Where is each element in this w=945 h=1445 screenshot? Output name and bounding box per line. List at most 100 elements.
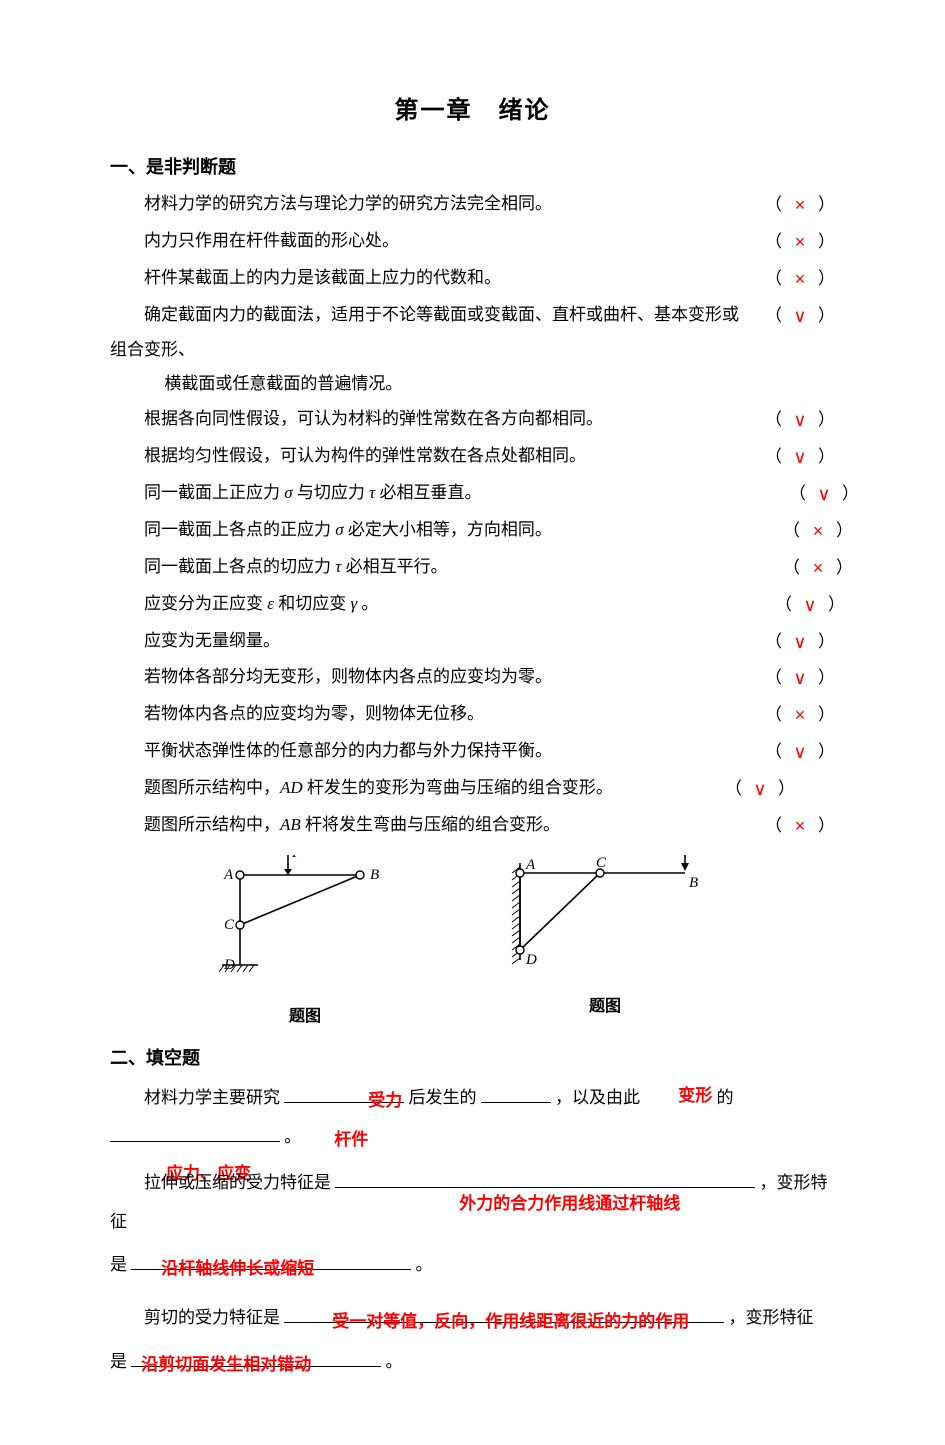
tf-paren: （×） <box>747 224 835 261</box>
q3-line2-pre: 是 <box>110 1352 127 1371</box>
fill-q1: 材料力学主要研究 受力杆件 后发生的 ，以及由此 变形 的 。 <box>110 1078 835 1156</box>
q2-blank1: 外力的合力作用线通过杆轴线 <box>335 1168 755 1188</box>
tf-row: 同一截面上各点的切应力 τ 必相互平行。（×） <box>110 550 835 587</box>
tf-mark: ∨ <box>742 771 778 808</box>
svg-text:B: B <box>370 867 379 883</box>
fill-q3: 剪切的受力特征是 受一对等值，反向，作用线距离很近的力的作用 ，变形特征 <box>110 1298 835 1337</box>
true-false-list: 材料力学的研究方法与理论力学的研究方法完全相同。（×）内力只作用在杆件截面的形心… <box>110 187 835 845</box>
q2-pre: 拉伸或压缩的受力特征是 <box>144 1173 331 1192</box>
tf-row: 内力只作用在杆件截面的形心处。（×） <box>110 224 835 261</box>
q2-blank2: 沿杆轴线伸长或缩短 <box>131 1251 411 1271</box>
q1-blank2 <box>481 1083 551 1103</box>
tf-paren: （∨） <box>747 402 835 439</box>
q1-mid2: ，以及由此 <box>555 1088 640 1107</box>
tf-paren: （∨） <box>747 734 835 771</box>
q1-pre: 材料力学主要研究 <box>144 1088 280 1107</box>
q2-line2-pre: 是 <box>110 1255 127 1274</box>
tf-row: 材料力学的研究方法与理论力学的研究方法完全相同。（×） <box>110 187 835 224</box>
q2-ans1: 外力的合力作用线通过杆轴线 <box>425 1184 680 1223</box>
svg-text:C: C <box>596 855 607 871</box>
fill-q3-line2: 是 沿剪切面发生相对错动 。 <box>110 1342 835 1381</box>
tf-paren: （×） <box>747 697 835 734</box>
tf-row: 杆件某截面上的内力是该截面上应力的代数和。（×） <box>110 261 835 298</box>
tf-text: 内力只作用在杆件截面的形心处。 <box>110 224 747 259</box>
svg-text:B: B <box>689 875 698 891</box>
tf-paren: （∨） <box>771 476 859 513</box>
fill-q2: 拉伸或压缩的受力特征是 外力的合力作用线通过杆轴线 ，变形特征 <box>110 1163 835 1241</box>
diagrams-row: FABCD 题图 FACBD 题图 <box>210 855 835 1026</box>
tf-row: 若物体内各点的应变均为零，则物体无位移。（×） <box>110 697 835 734</box>
tf-row: 题图所示结构中，AD 杆发生的变形为弯曲与压缩的组合变形。（∨） <box>110 771 835 808</box>
svg-text:F: F <box>688 855 699 857</box>
tf-row: 同一截面上正应力 σ 与切应力 τ 必相互垂直。（∨） <box>110 476 835 513</box>
tf-text: 平衡状态弹性体的任意部分的内力都与外力保持平衡。 <box>110 734 747 769</box>
tf-row: 同一截面上各点的正应力 σ 必定大小相等，方向相同。（×） <box>110 513 835 550</box>
tf-paren: （∨） <box>747 298 835 335</box>
tf-text: 应变分为正应变 ε 和切应变 γ 。 <box>110 587 747 622</box>
q3-mid: ，变形特征 <box>729 1308 814 1327</box>
tf-paren: （∨） <box>707 771 795 808</box>
tf-row: 题图所示结构中，AB 杆将发生弯曲与压缩的组合变形。（×） <box>110 808 835 845</box>
svg-text:C: C <box>224 917 235 933</box>
q2-tail: 。 <box>416 1255 433 1274</box>
q1-ans2b: 变形 <box>644 1076 712 1115</box>
tf-paren: （∨） <box>747 660 835 697</box>
diagram-left: FABCD 题图 <box>210 855 400 1026</box>
tf-mark: ∨ <box>782 439 818 476</box>
tf-mark: × <box>782 261 818 298</box>
fill-q2-line2: 是 沿杆轴线伸长或缩短 。 <box>110 1245 835 1284</box>
tf-mark: ∨ <box>792 587 828 624</box>
tf-paren: （×） <box>747 261 835 298</box>
tf-paren: （∨） <box>747 439 835 476</box>
tf-row: 应变为无量纲量。（∨） <box>110 624 835 661</box>
chapter-title: 第一章 绪论 <box>110 90 835 125</box>
tf-mark: ∨ <box>782 298 818 335</box>
q3-blank2: 沿剪切面发生相对错动 <box>131 1347 381 1367</box>
tf-paren: （×） <box>765 513 853 550</box>
tf-mark: × <box>782 224 818 261</box>
q3-tail: 。 <box>386 1352 403 1371</box>
tf-paren: （×） <box>747 808 835 845</box>
tf-mark: ∨ <box>782 624 818 661</box>
diagram-right-svg: FACBD <box>490 855 720 985</box>
tf-paren: （×） <box>747 187 835 224</box>
tf-text: 题图所示结构中，AD 杆发生的变形为弯曲与压缩的组合变形。 <box>110 771 747 806</box>
q1-mid1: 后发生的 <box>409 1088 477 1107</box>
q2-ans2: 沿杆轴线伸长或缩短 <box>161 1249 314 1288</box>
tf-text: 材料力学的研究方法与理论力学的研究方法完全相同。 <box>110 187 747 222</box>
q1-tail: 。 <box>284 1127 301 1146</box>
fill-blank-section: 材料力学主要研究 受力杆件 后发生的 ，以及由此 变形 的 。 应力、应变 拉伸… <box>110 1078 835 1381</box>
tf-text: 根据均匀性假设，可认为构件的弹性常数在各点处都相同。 <box>110 439 747 474</box>
page: 第一章 绪论 一、是非判断题 材料力学的研究方法与理论力学的研究方法完全相同。（… <box>0 0 945 1445</box>
tf-paren: （∨） <box>747 624 835 661</box>
tf-row: 根据均匀性假设，可认为构件的弹性常数在各点处都相同。（∨） <box>110 439 835 476</box>
tf-text: 根据各向同性假设，可认为材料的弹性常数在各方向都相同。 <box>110 402 747 437</box>
tf-text: 题图所示结构中，AB 杆将发生弯曲与压缩的组合变形。 <box>110 808 747 843</box>
tf-text: 杆件某截面上的内力是该截面上应力的代数和。 <box>110 261 747 296</box>
svg-text:D: D <box>525 952 537 968</box>
tf-mark: × <box>800 513 836 550</box>
tf-paren: （∨） <box>757 587 845 624</box>
diagram-right: FACBD 题图 <box>490 855 720 1026</box>
tf-text: 若物体内各点的应变均为零，则物体无位移。 <box>110 697 747 732</box>
q1-blank3 <box>110 1122 280 1142</box>
section-1-heading: 一、是非判断题 <box>110 153 835 179</box>
tf-text: 确定截面内力的截面法，适用于不论等截面或变截面、直杆或曲杆、基本变形或组合变形、… <box>110 298 747 403</box>
tf-mark: × <box>782 697 818 734</box>
q3-pre: 剪切的受力特征是 <box>144 1308 280 1327</box>
tf-row: 确定截面内力的截面法，适用于不论等截面或变截面、直杆或曲杆、基本变形或组合变形、… <box>110 298 835 403</box>
q3-ans1: 受一对等值，反向，作用线距离很近的力的作用 <box>298 1302 689 1341</box>
q1-ans1a: 受力杆件 <box>334 1081 404 1159</box>
tf-text: 同一截面上各点的切应力 τ 必相互平行。 <box>110 550 747 585</box>
tf-mark: ∨ <box>782 734 818 771</box>
q3-ans2: 沿剪切面发生相对错动 <box>141 1345 311 1384</box>
diagram-left-caption: 题图 <box>210 1002 400 1026</box>
tf-text: 应变为无量纲量。 <box>110 624 747 659</box>
tf-text: 同一截面上正应力 σ 与切应力 τ 必相互垂直。 <box>110 476 747 511</box>
q3-blank1: 受一对等值，反向，作用线距离很近的力的作用 <box>284 1304 724 1324</box>
diagram-left-svg: FABCD <box>210 855 400 995</box>
q1-mid3: 的 <box>717 1088 734 1107</box>
tf-paren: （×） <box>765 550 853 587</box>
tf-row: 根据各向同性假设，可认为材料的弹性常数在各方向都相同。（∨） <box>110 402 835 439</box>
diagram-right-caption: 题图 <box>490 992 720 1016</box>
